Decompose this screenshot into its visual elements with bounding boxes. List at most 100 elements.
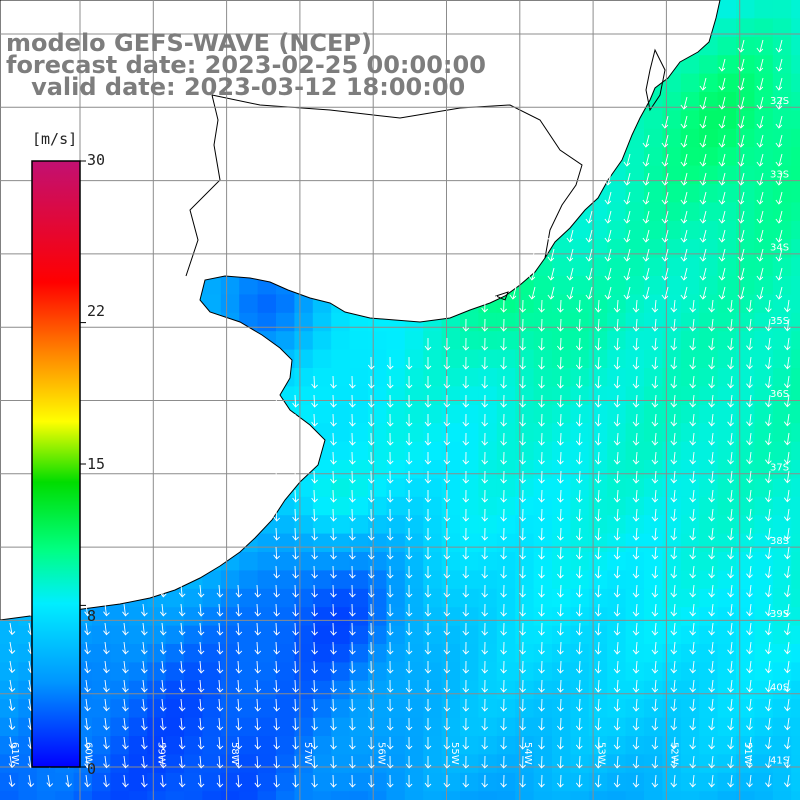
wind-cell [772, 18, 792, 38]
wind-cell [772, 607, 792, 627]
wind-arrow [594, 451, 602, 465]
wind-cell [239, 717, 259, 737]
wind-arrow [727, 546, 734, 560]
wind-cell [736, 386, 755, 406]
wind-cell [699, 55, 719, 75]
wind-arrow [575, 318, 583, 332]
wind-cell [331, 791, 351, 800]
wind-arrow [737, 134, 745, 148]
wind-cell [680, 570, 700, 590]
wind-arrow [727, 299, 734, 313]
wind-cell [754, 368, 774, 387]
wind-cell [331, 588, 351, 608]
wind-arrow [273, 641, 281, 655]
wind-arrow [632, 774, 640, 788]
wind-cell [662, 404, 682, 424]
wind-cell [607, 257, 627, 277]
wind-arrow [273, 527, 281, 541]
wind-arrow [765, 508, 772, 522]
wind-cell [699, 441, 719, 461]
wind-arrow [538, 679, 545, 693]
wind-cell [791, 110, 800, 130]
wind-cell [312, 680, 332, 700]
wind-arrow [651, 584, 659, 598]
wind-arrow [311, 432, 318, 446]
wind-arrow [689, 755, 697, 769]
wind-cell [791, 496, 800, 516]
wind-arrow [689, 394, 697, 408]
wind-cell [515, 607, 535, 627]
wind-cell [515, 349, 535, 369]
wind-arrow [386, 603, 394, 617]
wind-arrow [386, 451, 394, 465]
wind-arrow [680, 286, 688, 300]
wind-arrow [122, 679, 129, 693]
wind-arrow [273, 394, 281, 408]
wind-arrow [623, 172, 631, 186]
wind-cell [791, 478, 800, 498]
wind-arrow [84, 774, 91, 788]
wind-arrow [661, 210, 669, 224]
wind-cell [754, 644, 774, 663]
wind-cell [736, 55, 755, 75]
wind-cell [239, 754, 259, 774]
wind-cell [607, 368, 627, 387]
wind-arrow [737, 229, 745, 243]
wind-cell [294, 312, 314, 332]
wind-cell [644, 460, 663, 479]
wind-cell [478, 736, 498, 755]
wind-arrow [405, 470, 413, 484]
wind-cell [754, 478, 774, 498]
wind-cell [772, 717, 792, 737]
wind-arrow [386, 546, 394, 560]
wind-arrow [103, 679, 110, 693]
wind-arrow [519, 470, 526, 484]
wind-arrow [481, 508, 489, 522]
wind-arrow [178, 698, 186, 712]
wind-cell [680, 644, 700, 663]
wind-arrow [756, 229, 764, 243]
wind-arrow [405, 527, 413, 541]
wind-cell [754, 165, 774, 185]
wind-cell [460, 625, 479, 645]
wind-arrow [386, 470, 394, 484]
wind-cell [294, 736, 314, 755]
wind-cell [791, 386, 800, 406]
wind-cell [184, 772, 203, 792]
wind-arrow [367, 755, 375, 769]
wind-arrow [670, 299, 678, 313]
wind-arrow [746, 318, 753, 332]
wind-cell [257, 588, 277, 608]
wind-arrow [689, 508, 697, 522]
wind-arrow [311, 774, 318, 788]
wind-arrow [575, 356, 583, 370]
wind-arrow [727, 451, 734, 465]
wind-cell [276, 588, 295, 608]
wind-cell [165, 662, 185, 682]
wind-cell [717, 441, 737, 461]
wind-arrow [330, 432, 337, 446]
wind-arrow [557, 755, 564, 769]
wind-arrow [575, 717, 583, 731]
wind-cell [772, 0, 792, 19]
wind-cell [349, 404, 369, 424]
wind-cell [791, 699, 800, 719]
wind-cell [515, 570, 535, 590]
wind-arrow [718, 77, 726, 91]
wind-cell [736, 478, 755, 498]
wind-cell [478, 404, 498, 424]
wind-arrow [519, 375, 526, 389]
wind-arrow [178, 755, 186, 769]
wind-arrow [737, 210, 745, 224]
wind-cell [662, 478, 682, 498]
wind-arrow [689, 413, 697, 427]
wind-arrow [292, 622, 299, 636]
wind-cell [662, 386, 682, 406]
wind-arrow [594, 660, 602, 674]
wind-arrow [765, 603, 772, 617]
wind-arrow [746, 546, 753, 560]
wind-cell [552, 276, 571, 295]
wind-cell [625, 717, 645, 737]
wind-arrow [349, 736, 356, 750]
wind-cell [772, 662, 792, 682]
